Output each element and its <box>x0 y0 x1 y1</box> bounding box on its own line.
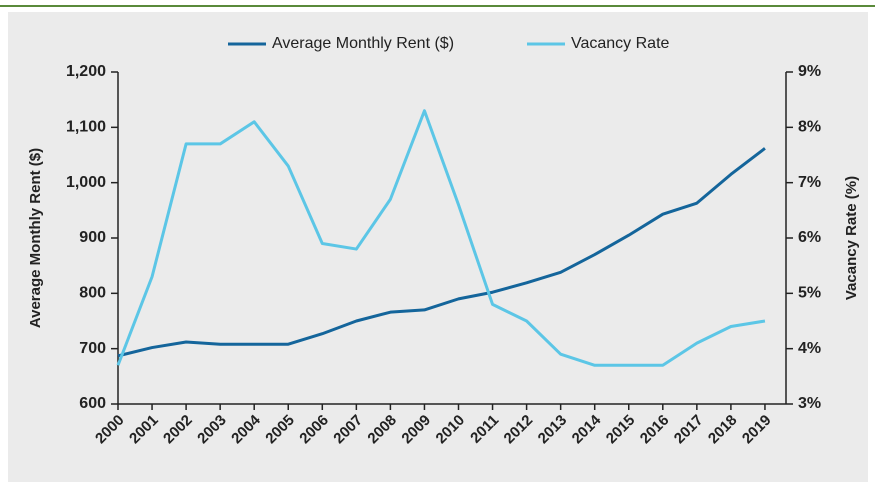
y2-tick-label: 7% <box>798 174 821 191</box>
y-tick-label: 900 <box>79 229 106 246</box>
y2-tick-label: 6% <box>798 229 821 246</box>
y2-axis-label: Vacancy Rate (%) <box>843 176 860 300</box>
y-tick-label: 700 <box>79 340 106 357</box>
y2-tick-label: 5% <box>798 285 821 302</box>
y-tick-label: 600 <box>79 395 106 412</box>
legend-label: Vacancy Rate <box>571 35 670 52</box>
y2-tick-label: 3% <box>798 395 821 412</box>
series-line <box>116 109 766 367</box>
y2-tick-label: 4% <box>798 340 821 357</box>
y-tick-label: 1,100 <box>66 119 106 136</box>
y-tick-label: 1,200 <box>66 63 106 80</box>
panel <box>8 12 868 482</box>
y-tick-label: 1,000 <box>66 174 106 191</box>
y-axis-label: Average Monthly Rent ($) <box>27 148 44 328</box>
y2-tick-label: 8% <box>798 119 821 136</box>
y-tick-label: 800 <box>79 285 106 302</box>
y2-tick-label: 9% <box>798 63 821 80</box>
series-line <box>117 147 766 358</box>
legend-label: Average Monthly Rent ($) <box>272 35 454 52</box>
